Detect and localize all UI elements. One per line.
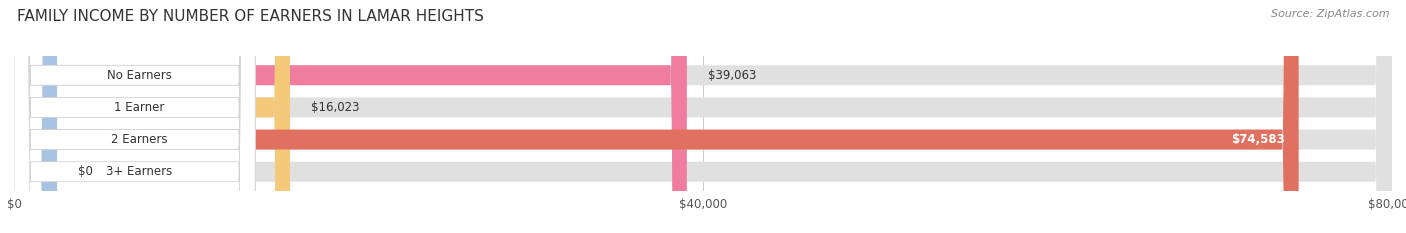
Text: $74,583: $74,583 [1232,133,1285,146]
Text: 2 Earners: 2 Earners [111,133,167,146]
Text: No Earners: No Earners [107,69,172,82]
FancyBboxPatch shape [14,0,256,233]
FancyBboxPatch shape [14,0,1392,233]
Text: $16,023: $16,023 [311,101,359,114]
FancyBboxPatch shape [14,0,256,233]
Text: FAMILY INCOME BY NUMBER OF EARNERS IN LAMAR HEIGHTS: FAMILY INCOME BY NUMBER OF EARNERS IN LA… [17,9,484,24]
FancyBboxPatch shape [14,0,256,233]
Text: $0: $0 [77,165,93,178]
FancyBboxPatch shape [14,0,290,233]
FancyBboxPatch shape [14,0,1392,233]
FancyBboxPatch shape [14,0,1392,233]
Text: 3+ Earners: 3+ Earners [107,165,173,178]
Text: 1 Earner: 1 Earner [114,101,165,114]
FancyBboxPatch shape [14,0,58,233]
FancyBboxPatch shape [14,0,688,233]
FancyBboxPatch shape [14,0,1392,233]
Text: $39,063: $39,063 [707,69,756,82]
FancyBboxPatch shape [14,0,256,233]
FancyBboxPatch shape [14,0,1299,233]
Text: Source: ZipAtlas.com: Source: ZipAtlas.com [1271,9,1389,19]
